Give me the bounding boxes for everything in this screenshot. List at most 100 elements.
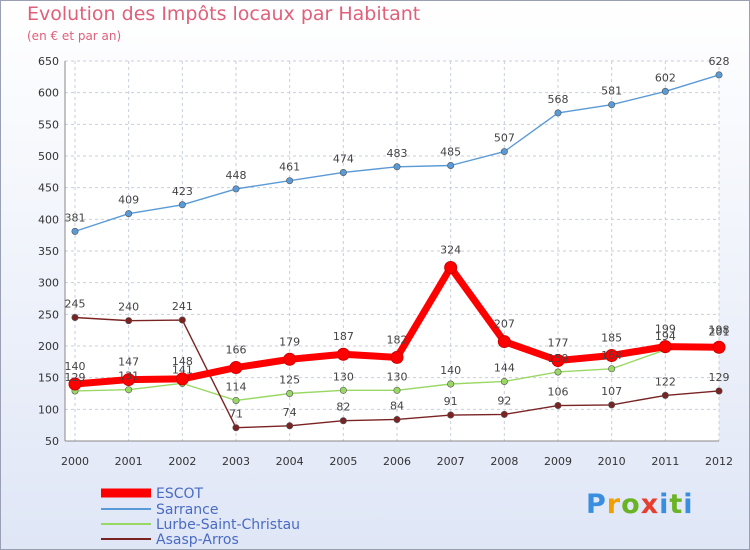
data-point [339,168,347,176]
data-label: 628 [709,55,730,68]
data-point [339,417,347,425]
data-label: 324 [440,243,461,256]
x-tick-label: 2012 [705,455,733,468]
data-label: 241 [172,300,193,313]
data-label: 141 [172,363,193,376]
series-layer [68,71,726,432]
data-label: 144 [494,361,515,374]
data-point [393,386,401,394]
data-label: 71 [229,408,243,421]
data-label: 187 [333,330,354,343]
data-label: 148 [172,355,193,368]
data-label: 182 [387,333,408,346]
data-point [554,109,562,117]
data-point [232,185,240,193]
y-tick-label: 650 [38,55,59,68]
data-point [608,365,616,373]
proxiti-logo: Proxiti [586,489,694,520]
data-label: 461 [279,161,300,174]
data-point [500,148,508,156]
data-point [444,260,458,274]
x-tick-label: 2010 [598,455,626,468]
data-point [125,386,133,394]
y-tick-label: 600 [38,87,59,100]
x-tick-label: 2009 [544,455,572,468]
data-label: 129 [709,371,730,384]
data-point [125,210,133,218]
chart-title: Evolution des Impôts locaux par Habitant [27,3,421,25]
data-label: 125 [279,374,300,387]
legend-label: ESCOT [156,486,204,502]
x-tick-label: 2006 [383,455,411,468]
data-label: 159 [548,352,569,365]
data-point [661,87,669,95]
data-point [551,354,565,368]
data-point [390,350,404,364]
data-point [71,227,79,235]
y-tick-label: 450 [38,182,59,195]
data-label: 507 [494,132,515,145]
data-label: 140 [65,360,86,373]
data-point [715,387,723,395]
data-point [658,340,672,354]
data-label: 166 [226,344,247,357]
data-point [175,372,189,386]
x-tick-label: 2007 [437,455,465,468]
x-tick-label: 2005 [329,455,357,468]
data-label: 130 [333,370,354,383]
data-label: 122 [655,375,676,388]
data-label: 82 [336,401,350,414]
y-tick-label: 250 [38,308,59,321]
x-tick-label: 2000 [61,455,89,468]
y-tick-label: 150 [38,372,59,385]
y-tick-label: 550 [38,118,59,131]
data-point [339,386,347,394]
data-label: 129 [65,371,86,384]
data-point [286,177,294,185]
data-point [500,410,508,418]
data-label: 91 [444,395,458,408]
x-tick-label: 2002 [168,455,196,468]
data-label: 581 [601,85,622,98]
data-label: 164 [601,349,622,362]
data-point [122,373,136,387]
data-point [232,396,240,404]
data-point [497,335,511,349]
data-point [661,391,669,399]
data-point [715,71,723,79]
data-point [125,317,133,325]
data-label: 74 [283,406,297,419]
data-label: 448 [226,169,247,182]
data-label: 131 [118,370,139,383]
logo-letter: t [669,489,684,520]
logo-letter: x [640,489,660,520]
data-point [447,162,455,170]
y-tick-label: 300 [38,277,59,290]
data-point [500,377,508,385]
data-label: 114 [226,380,247,393]
data-point [608,401,616,409]
logo-letter: o [621,489,641,520]
legend-label: Asasp-Arros [156,532,239,548]
data-label: 194 [655,330,676,343]
data-point [447,380,455,388]
axes: 50 100 150 200 250 300 350 400 450 500 550 600 650 20… [38,55,733,468]
x-tick-label: 2003 [222,455,250,468]
y-tick-label: 500 [38,150,59,163]
y-tick-label: 100 [38,403,59,416]
data-point [608,101,616,109]
data-label: 483 [387,147,408,160]
data-point [68,377,82,391]
y-tick-label: 50 [45,435,59,448]
data-label: 423 [172,185,193,198]
logo-letter: i [683,489,694,520]
data-point [283,352,297,366]
x-tick-label: 2001 [115,455,143,468]
data-label: 201 [709,325,730,338]
data-point [554,402,562,410]
x-tick-label: 2008 [490,455,518,468]
data-label: 179 [279,335,300,348]
legend-label: Sarrance [156,502,219,518]
